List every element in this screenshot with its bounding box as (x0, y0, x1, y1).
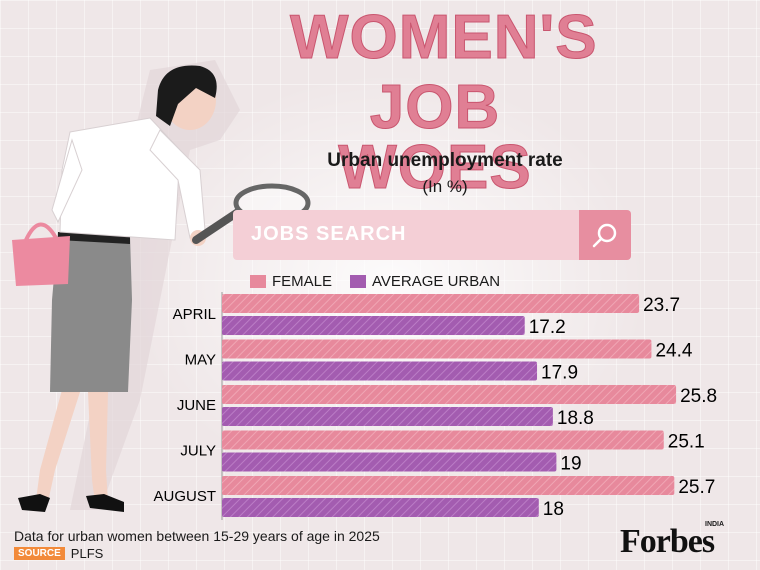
source-name: PLFS (70, 546, 104, 561)
bar-female (222, 385, 677, 404)
title-line-1: WOMEN'S (290, 3, 598, 72)
chart-subtitle: Urban unemployment rate (327, 150, 563, 171)
category-label: MAY (185, 352, 216, 369)
bar-average (222, 316, 525, 335)
data-label-female: 23.7 (643, 295, 680, 316)
legend-item-female: FEMALE (250, 273, 332, 290)
search-bar-label: JOBS SEARCH (251, 223, 407, 245)
data-label-average: 19 (560, 454, 581, 475)
bar-average (222, 498, 539, 517)
bar-average (222, 361, 538, 381)
data-label-average: 17.2 (529, 317, 566, 338)
bar-average (222, 452, 557, 472)
search-icon (592, 223, 617, 248)
data-label-average: 18 (543, 499, 564, 520)
title-line-2: JOB WOES (338, 73, 532, 202)
category-label: JULY (180, 443, 216, 460)
category-label: APRIL (173, 306, 216, 323)
bar-female (222, 430, 664, 450)
legend-label-average: AVERAGE URBAN (372, 273, 501, 290)
bar-female (222, 476, 675, 495)
bar-average (222, 407, 553, 426)
bar-female (222, 339, 652, 359)
jobs-search-bar: JOBS SEARCH (233, 210, 631, 260)
legend-label-female: FEMALE (272, 273, 333, 290)
legend-item-average: AVERAGE URBAN (350, 273, 500, 290)
legend-swatch-female (250, 275, 266, 288)
background-glow (130, 70, 650, 500)
data-footnote: Data for urban women between 15-29 years… (14, 528, 380, 544)
data-label-female: 24.4 (655, 341, 692, 362)
data-label-female: 25.1 (668, 432, 705, 453)
data-label-average: 17.9 (541, 363, 578, 384)
brand-region: INDIA (705, 521, 725, 528)
legend-swatch-average (350, 275, 367, 288)
bar-female (222, 294, 640, 313)
data-label-female: 25.7 (678, 477, 715, 498)
category-label: AUGUST (153, 488, 216, 505)
source-row: SOURCE PLFS (14, 546, 103, 561)
data-label-female: 25.8 (680, 386, 717, 407)
source-badge: SOURCE (14, 547, 65, 560)
chart-legend: FEMALE AVERAGE URBAN (250, 273, 500, 290)
category-label: JUNE (177, 397, 216, 414)
search-button (579, 210, 631, 260)
chart-unit: (In %) (422, 177, 468, 196)
data-label-average: 18.8 (557, 408, 594, 429)
brand-logo: Forbes (620, 523, 715, 560)
